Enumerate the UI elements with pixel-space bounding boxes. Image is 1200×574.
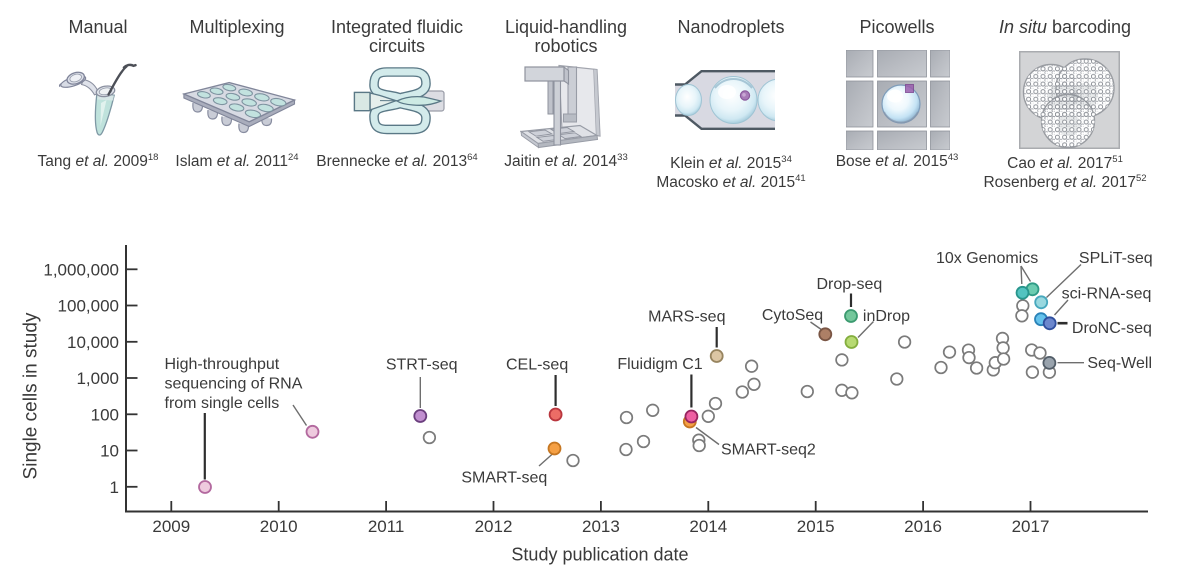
svg-text:2013: 2013 [582,517,620,536]
svg-text:MARS-seq: MARS-seq [648,308,725,325]
svg-text:2011: 2011 [368,517,405,536]
svg-text:1: 1 [110,478,119,497]
svg-text:2010: 2010 [260,517,298,536]
svg-text:inDrop: inDrop [863,308,910,325]
svg-text:100,000: 100,000 [58,297,119,316]
svg-text:2012: 2012 [475,517,513,536]
svg-text:2015: 2015 [797,517,835,536]
svg-text:Single cells in study: Single cells in study [21,312,42,479]
svg-text:10,000: 10,000 [67,333,119,352]
svg-text:2016: 2016 [904,517,942,536]
svg-text:Drop-seq: Drop-seq [816,276,882,293]
svg-text:DroNC-seq: DroNC-seq [1072,320,1152,337]
svg-text:10: 10 [100,442,119,461]
svg-text:SMART-seq2: SMART-seq2 [721,442,816,459]
svg-text:100: 100 [91,405,119,424]
svg-text:1,000,000: 1,000,000 [43,260,119,279]
svg-text:2009: 2009 [152,517,190,536]
svg-text:from single cells: from single cells [165,395,280,412]
svg-text:sci-RNA-seq: sci-RNA-seq [1062,286,1152,303]
svg-text:1,000: 1,000 [76,369,119,388]
svg-text:10x Genomics: 10x Genomics [936,250,1038,267]
svg-text:2017: 2017 [1012,517,1050,536]
svg-text:sequencing of RNA: sequencing of RNA [165,376,303,393]
svg-text:Seq-Well: Seq-Well [1087,355,1152,372]
svg-text:SMART-seq: SMART-seq [461,470,547,487]
svg-text:CEL-seq: CEL-seq [506,356,568,373]
svg-text:SPLiT-seq: SPLiT-seq [1079,250,1153,267]
svg-text:CytoSeq: CytoSeq [762,307,823,324]
svg-text:Study publication date: Study publication date [511,545,688,565]
svg-text:High-throughput: High-throughput [165,356,280,373]
svg-text:Fluidigm C1: Fluidigm C1 [617,356,702,373]
svg-text:2014: 2014 [689,517,727,536]
svg-text:STRT-seq: STRT-seq [386,356,458,373]
